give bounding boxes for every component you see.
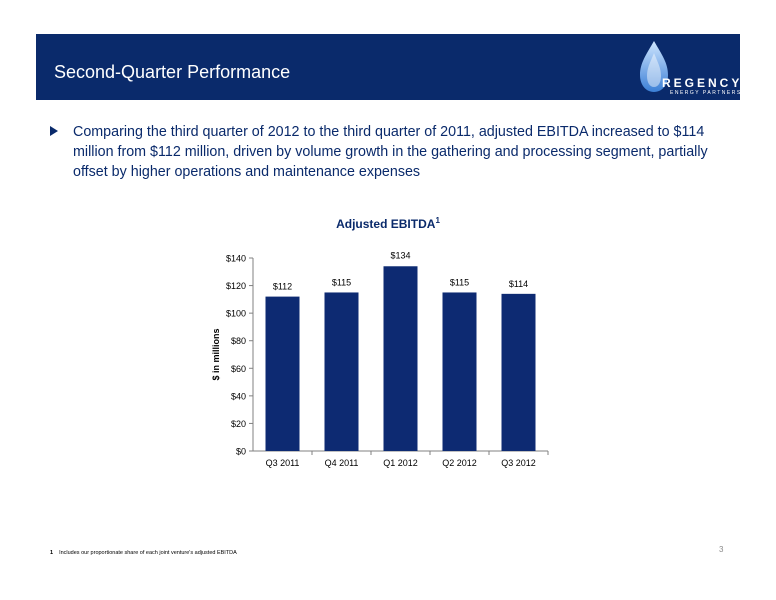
bar-data-label: $115 (450, 277, 469, 287)
x-tick-label: Q3 2012 (501, 458, 536, 468)
y-tick-label: $20 (231, 419, 246, 429)
y-tick-label: $60 (231, 364, 246, 374)
bar (383, 266, 418, 451)
bar-data-label: $114 (509, 279, 528, 289)
bullet-arrow-icon (50, 126, 58, 136)
footnote-number: 1 (50, 550, 54, 556)
bar-data-label: $134 (390, 250, 410, 260)
logo-subtext: ENERGY PARTNERS (670, 90, 742, 96)
chart-title-footnote-ref: 1 (435, 216, 440, 225)
y-tick-label: $100 (226, 309, 246, 319)
x-tick-label: Q4 2011 (325, 458, 359, 468)
logo-wordmark: REGENCY (662, 76, 743, 90)
regency-logo: REGENCY ENERGY PARTNERS (636, 39, 740, 97)
y-tick-label: $40 (231, 391, 246, 401)
x-tick-label: Q3 2011 (266, 458, 300, 468)
x-tick-label: Q2 2012 (442, 458, 477, 468)
bar (501, 293, 536, 451)
chart-title-text: Adjusted EBITDA (336, 217, 436, 231)
y-tick-label: $0 (236, 447, 246, 457)
page-number: 3 (719, 545, 724, 554)
page-title: Second-Quarter Performance (54, 62, 291, 82)
y-tick-label: $120 (226, 281, 246, 291)
bullet-text: Comparing the third quarter of 2012 to t… (73, 124, 708, 180)
footnote: 1 Includes our proportionate share of eac… (50, 550, 237, 556)
y-axis-label: $ in millions (211, 328, 221, 380)
header-bar: Second-Quarter Performance REGENCY ENERG… (36, 34, 740, 100)
footnote-text: Includes our proportionate share of each… (59, 550, 237, 556)
bar-data-label: $112 (273, 282, 292, 292)
bar-data-label: $115 (332, 277, 351, 287)
flame-drop-icon (640, 41, 668, 92)
bar (324, 292, 359, 451)
x-tick-label: Q1 2012 (383, 458, 418, 468)
y-tick-label: $140 (226, 254, 246, 264)
bar (265, 296, 300, 451)
y-tick-label: $80 (231, 336, 246, 346)
chart-title: Adjusted EBITDA1 (0, 216, 776, 231)
bar (442, 292, 477, 451)
